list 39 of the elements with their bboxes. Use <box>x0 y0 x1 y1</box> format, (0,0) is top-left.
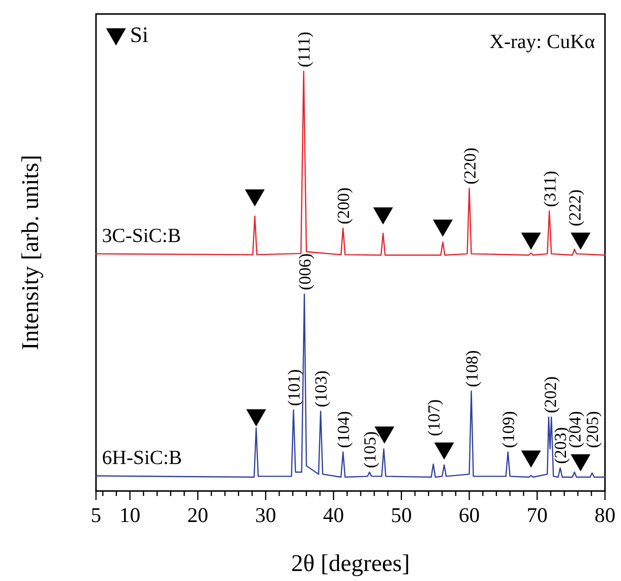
legend-label: Si <box>130 22 148 47</box>
annotation: (220) <box>460 148 480 184</box>
x-tick-label: 80 <box>594 503 616 527</box>
point <box>244 189 265 207</box>
annotation: (108) <box>462 350 482 388</box>
x-tick-label: 70 <box>526 503 548 527</box>
annotation: (109) <box>498 411 518 448</box>
x-tick-label: 50 <box>390 503 412 527</box>
point <box>570 232 590 250</box>
annotation: (006) <box>295 253 314 290</box>
annotation: (103) <box>312 370 331 408</box>
point <box>432 220 453 237</box>
x-tick-label: 40 <box>323 503 344 527</box>
annotation: (202) <box>541 376 560 414</box>
annotation: (311) <box>540 170 560 208</box>
x-axis-title: 2θ [degrees] <box>291 551 410 577</box>
point <box>521 450 541 468</box>
annotation: (222) <box>565 189 584 226</box>
text: X-ray: CuKα <box>490 31 596 53</box>
point <box>246 409 266 426</box>
annotation: (105) <box>360 431 380 468</box>
x-tick-label: 5 <box>90 503 102 527</box>
x-tick-label: 30 <box>255 503 276 527</box>
annotation: (107) <box>424 399 444 436</box>
x-tick-label: 20 <box>187 503 208 527</box>
series-label: 6H-SiC:B <box>102 446 182 469</box>
y-axis-title: Intensity [arb. units] <box>18 154 44 350</box>
point <box>521 232 541 250</box>
point <box>373 207 393 225</box>
point <box>570 454 590 472</box>
point <box>434 442 454 460</box>
series-label: 3C-SiC:B <box>102 224 181 247</box>
annotation: (101) <box>284 369 304 406</box>
x-tick-label: 10 <box>119 503 140 527</box>
annotation: (104) <box>334 411 354 448</box>
annotation: (200) <box>334 187 354 224</box>
annotation: (111) <box>294 32 314 68</box>
annotation: (205) <box>583 411 602 448</box>
x-tick-label: 60 <box>458 503 480 527</box>
